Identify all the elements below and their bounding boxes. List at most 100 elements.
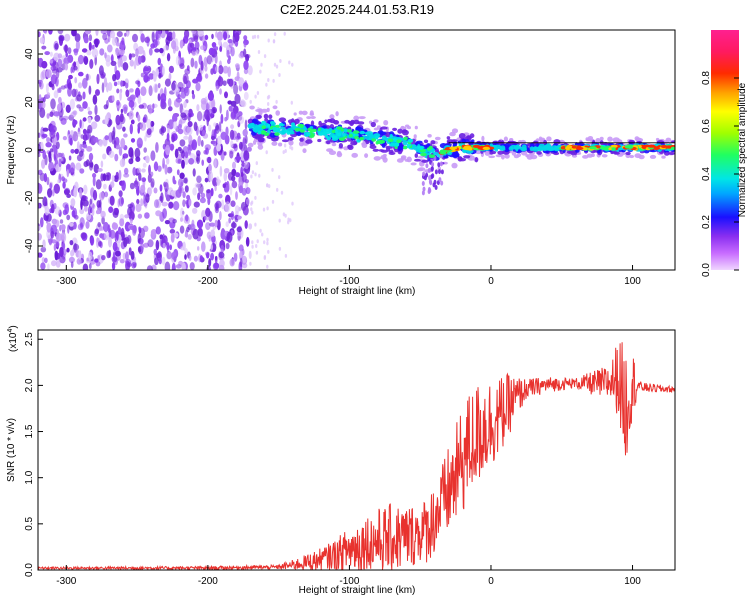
noise-blob: [171, 40, 177, 50]
noise-blob: [136, 137, 143, 149]
track-bright-blob: [403, 136, 408, 141]
noise-blob: [254, 195, 257, 200]
noise-blob: [214, 185, 217, 192]
noise-blob: [255, 244, 258, 248]
noise-blob: [146, 118, 152, 129]
noise-blob: [134, 184, 139, 190]
noise-blob: [42, 150, 46, 160]
noise-blob: [55, 241, 60, 248]
noise-blob: [60, 85, 66, 90]
track-bright-blob: [311, 133, 315, 137]
noise-blob: [38, 169, 43, 176]
track-outer: [451, 139, 458, 143]
noise-blob: [201, 159, 204, 166]
noise-blob: [206, 266, 211, 270]
noise-blob: [76, 141, 80, 152]
noise-blob: [251, 170, 255, 175]
track-mid: [464, 139, 470, 143]
noise-blob: [267, 38, 270, 43]
noise-blob: [86, 146, 93, 152]
noise-blob: [226, 109, 229, 121]
noise-blob: [140, 198, 144, 207]
noise-blob: [244, 161, 249, 170]
noise-blob: [104, 114, 109, 125]
noise-blob: [53, 202, 57, 210]
track-halo: [511, 150, 517, 156]
track-mid: [304, 124, 310, 127]
track-halo: [252, 140, 257, 145]
track-hot-core: [670, 146, 675, 150]
noise-blob: [231, 168, 237, 177]
track-halo: [601, 154, 608, 158]
noise-blob: [217, 76, 224, 87]
noise-blob: [75, 39, 80, 51]
noise-blob: [40, 71, 45, 81]
noise-blob: [254, 222, 257, 227]
track-bright-blob: [322, 131, 327, 135]
noise-blob: [113, 140, 117, 149]
noise-blob: [209, 222, 216, 227]
noise-blob: [132, 167, 137, 176]
noise-blob: [92, 189, 98, 201]
noise-blob: [235, 156, 242, 161]
noise-blob: [206, 189, 211, 194]
noise-blob: [140, 243, 145, 251]
noise-blob: [104, 52, 107, 59]
noise-blob: [96, 200, 101, 208]
noise-blob: [137, 45, 144, 55]
noise-blob: [118, 196, 124, 207]
spectrogram-y-axis-label: Frequency (Hz): [6, 116, 17, 185]
noise-blob: [38, 225, 41, 230]
noise-blob: [47, 234, 51, 240]
noise-blob: [58, 158, 62, 168]
noise-blob: [121, 55, 127, 62]
noise-blob: [39, 37, 45, 44]
noise-blob: [100, 210, 106, 219]
noise-blob: [92, 173, 97, 178]
track-bright-blob: [306, 132, 311, 137]
colorbar-tick-label: 0.0: [701, 263, 712, 277]
noise-blob: [239, 99, 246, 106]
noise-blob: [221, 199, 225, 210]
noise-blob: [40, 217, 44, 228]
track-streak: [439, 161, 443, 167]
noise-blob: [287, 220, 290, 225]
snr-y-axis-label: SNR (10 * v/v): [6, 418, 17, 482]
noise-blob: [157, 82, 161, 89]
track-halo: [417, 167, 426, 172]
track-halo: [382, 156, 388, 163]
noise-blob: [143, 74, 149, 83]
noise-blob: [38, 94, 42, 101]
track-streak: [438, 177, 442, 183]
noise-blob: [79, 119, 82, 129]
noise-blob: [243, 91, 249, 101]
track-bright-blob: [261, 120, 267, 125]
noise-blob: [125, 251, 129, 261]
noise-blob: [204, 109, 210, 120]
noise-blob: [192, 228, 199, 240]
noise-blob: [197, 227, 203, 237]
noise-blob: [166, 157, 170, 165]
track-mid: [505, 142, 509, 148]
track-bright-blob: [326, 136, 332, 141]
noise-blob: [248, 223, 253, 230]
track-halo: [495, 154, 503, 158]
noise-blob: [238, 141, 243, 150]
noise-blob: [140, 184, 146, 193]
track-outer: [414, 153, 418, 158]
noise-blob: [232, 161, 236, 170]
track-outer: [329, 118, 336, 124]
noise-blob: [148, 187, 153, 196]
track-bright-blob: [270, 121, 275, 125]
noise-blob: [250, 207, 253, 212]
noise-blob: [98, 65, 104, 76]
track-bright-blob: [352, 130, 360, 134]
noise-blob: [79, 168, 85, 174]
noise-blob: [216, 31, 224, 41]
noise-blob: [280, 190, 284, 195]
noise-blob: [207, 197, 211, 206]
noise-blob: [106, 250, 111, 259]
noise-blob: [210, 229, 215, 237]
track-halo: [414, 125, 418, 130]
colorbar-tick-label: 0.8: [701, 71, 712, 85]
